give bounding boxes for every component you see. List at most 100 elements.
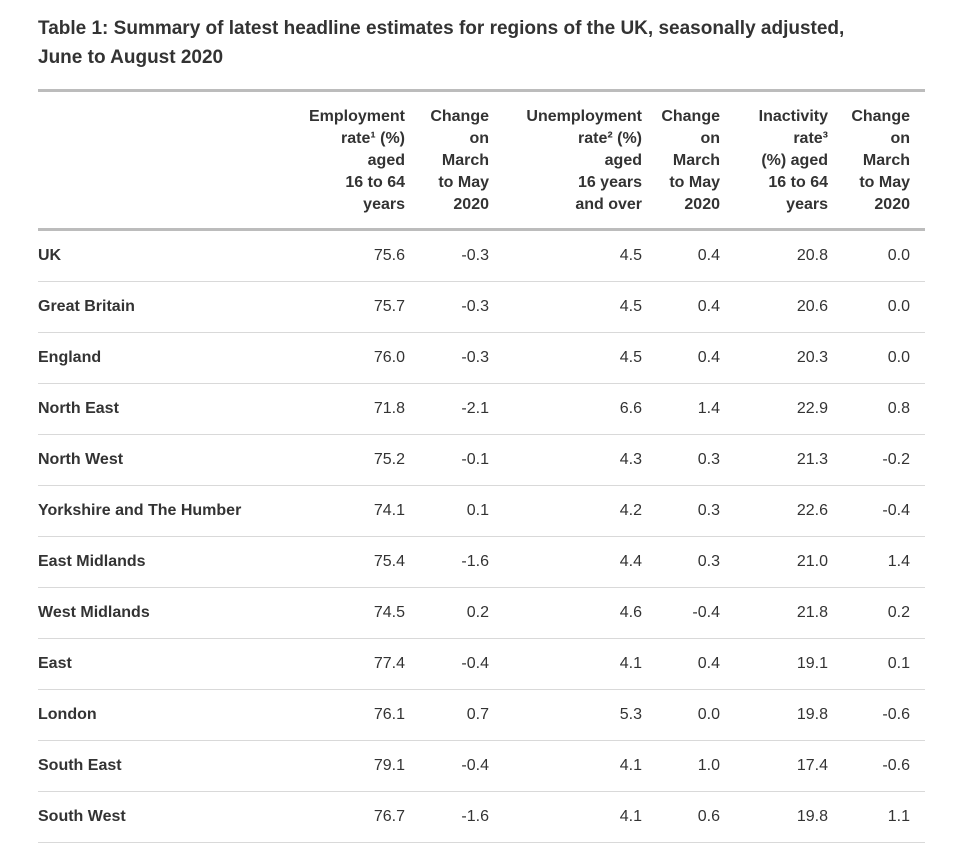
region-label: Yorkshire and The Humber [38, 502, 242, 519]
header-inactivity-rate: Inactivity rate³ (%) aged 16 to 64 years [720, 90, 828, 231]
value-cell: 75.4 [373, 553, 405, 570]
value-cell: 5.3 [619, 706, 642, 723]
value-cell: -0.6 [882, 757, 910, 774]
value-cell: 0.2 [887, 604, 910, 621]
value-cell: -0.3 [461, 298, 489, 315]
value-cell: 4.1 [619, 808, 642, 825]
value-cell: 4.1 [619, 655, 642, 672]
value-cell: 4.5 [619, 298, 642, 315]
table-row: Yorkshire and The Humber 74.1 0.1 4.2 0.3 22.… [38, 486, 925, 537]
region-label: South West [38, 808, 126, 825]
value-cell: 4.2 [619, 502, 642, 519]
value-cell: 75.7 [373, 298, 405, 315]
value-cell: 1.1 [887, 808, 910, 825]
value-cell: 0.4 [697, 298, 720, 315]
region-label: England [38, 349, 102, 366]
value-cell: 4.6 [619, 604, 642, 621]
region-label: UK [38, 247, 62, 264]
value-cell: 0.0 [887, 349, 910, 366]
value-cell: 74.1 [373, 502, 405, 519]
table-header: Employment rate¹ (%) aged 16 to 64 years… [38, 90, 925, 231]
value-cell: 71.8 [373, 400, 405, 417]
value-cell: 0.6 [697, 808, 720, 825]
value-cell: 4.5 [619, 349, 642, 366]
headline-estimates-table: Employment rate¹ (%) aged 16 to 64 years… [38, 89, 925, 843]
value-cell: 21.0 [796, 553, 828, 570]
value-cell: 4.3 [619, 451, 642, 468]
value-cell: 0.3 [697, 502, 720, 519]
value-cell: 76.7 [373, 808, 405, 825]
value-cell: 20.3 [796, 349, 828, 366]
value-cell: 75.6 [373, 247, 405, 264]
table-row: East 77.4 -0.4 4.1 0.4 19.1 0.1 [38, 639, 925, 690]
value-cell: 79.1 [373, 757, 405, 774]
region-label: East [38, 655, 72, 672]
value-cell: 20.8 [796, 247, 828, 264]
header-unemployment-change: Change on March to May 2020 [642, 90, 720, 231]
table-row: England 76.0 -0.3 4.5 0.4 20.3 0.0 [38, 333, 925, 384]
value-cell: -0.4 [882, 502, 910, 519]
region-label: West Midlands [38, 604, 150, 621]
value-cell: -0.3 [461, 247, 489, 264]
region-label: London [38, 706, 97, 723]
value-cell: -0.3 [461, 349, 489, 366]
value-cell: 21.8 [796, 604, 828, 621]
table-row: North West 75.2 -0.1 4.3 0.3 21.3 -0.2 [38, 435, 925, 486]
value-cell: -1.6 [461, 553, 489, 570]
value-cell: -0.4 [461, 757, 489, 774]
value-cell: 19.8 [796, 706, 828, 723]
header-region [38, 90, 290, 231]
value-cell: 0.0 [887, 247, 910, 264]
value-cell: 0.0 [887, 298, 910, 315]
value-cell: 20.6 [796, 298, 828, 315]
value-cell: -2.1 [461, 400, 489, 417]
header-unemployment-rate: Unemployment rate² (%) aged 16 years and… [489, 90, 642, 231]
value-cell: 0.7 [466, 706, 489, 723]
value-cell: 0.4 [697, 349, 720, 366]
value-cell: 6.6 [619, 400, 642, 417]
table-header-row: Employment rate¹ (%) aged 16 to 64 years… [38, 90, 925, 231]
table-row: East Midlands 75.4 -1.6 4.4 0.3 21.0 1.4 [38, 537, 925, 588]
value-cell: -0.6 [882, 706, 910, 723]
value-cell: 4.1 [619, 757, 642, 774]
value-cell: 19.1 [796, 655, 828, 672]
value-cell: 22.9 [796, 400, 828, 417]
value-cell: 0.4 [697, 655, 720, 672]
table-row: West Midlands 74.5 0.2 4.6 -0.4 21.8 0.2 [38, 588, 925, 639]
value-cell: 0.0 [697, 706, 720, 723]
table-title: Table 1: Summary of latest headline esti… [38, 18, 845, 68]
table-row: UK 75.6 -0.3 4.5 0.4 20.8 0.0 [38, 230, 925, 282]
value-cell: 0.4 [697, 247, 720, 264]
header-employment-rate: Employment rate¹ (%) aged 16 to 64 years [290, 90, 405, 231]
table-row: South East 79.1 -0.4 4.1 1.0 17.4 -0.6 [38, 741, 925, 792]
region-label: North East [38, 400, 119, 417]
value-cell: 1.0 [697, 757, 720, 774]
value-cell: 75.2 [373, 451, 405, 468]
value-cell: 4.4 [619, 553, 642, 570]
value-cell: 0.3 [697, 553, 720, 570]
value-cell: 17.4 [796, 757, 828, 774]
value-cell: 0.8 [887, 400, 910, 417]
value-cell: -0.4 [692, 604, 720, 621]
region-label: Great Britain [38, 298, 135, 315]
value-cell: 77.4 [373, 655, 405, 672]
value-cell: -0.2 [882, 451, 910, 468]
value-cell: 74.5 [373, 604, 405, 621]
value-cell: 76.1 [373, 706, 405, 723]
region-label: South East [38, 757, 122, 774]
value-cell: 4.5 [619, 247, 642, 264]
value-cell: 21.3 [796, 451, 828, 468]
value-cell: 0.3 [697, 451, 720, 468]
value-cell: 0.2 [466, 604, 489, 621]
value-cell: 0.1 [466, 502, 489, 519]
value-cell: -0.4 [461, 655, 489, 672]
value-cell: -0.1 [461, 451, 489, 468]
value-cell: 1.4 [887, 553, 910, 570]
table-row: North East 71.8 -2.1 6.6 1.4 22.9 0.8 [38, 384, 925, 435]
header-employment-change: Change on March to May 2020 [405, 90, 489, 231]
value-cell: 19.8 [796, 808, 828, 825]
value-cell: 76.0 [373, 349, 405, 366]
table-row: London 76.1 0.7 5.3 0.0 19.8 -0.6 [38, 690, 925, 741]
table-body: UK 75.6 -0.3 4.5 0.4 20.8 0.0 Great Britain 75.7… [38, 230, 925, 843]
